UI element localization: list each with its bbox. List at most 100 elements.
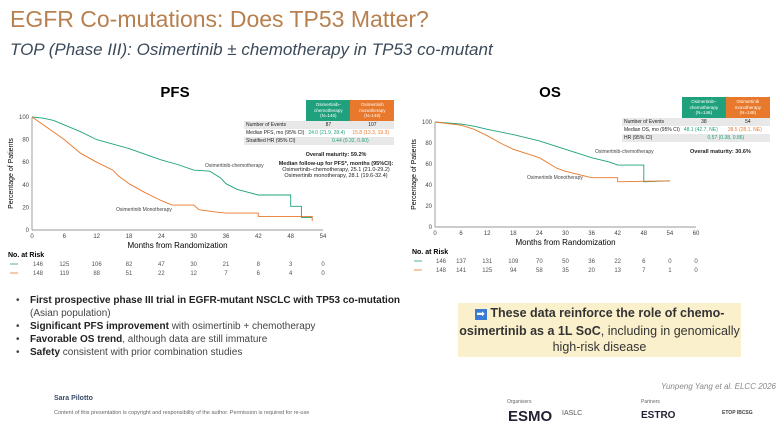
callout-bold: These data reinforce the role of chemo-o… [459, 306, 725, 338]
at-risk-count: 70 [536, 259, 543, 265]
at-risk-count: 146 [436, 259, 447, 265]
y-tick-label: 40 [425, 183, 432, 189]
at-risk-count: 20 [588, 268, 595, 274]
os-header-mono: Osimertinib monotherapy (N=148) [725, 97, 770, 118]
km-curve-chemo [31, 116, 313, 219]
at-risk-count: 0 [694, 259, 698, 265]
y-tick-label: 100 [19, 115, 30, 121]
at-risk-count: 137 [456, 259, 467, 265]
os-summary-table: Osimertinib–chemotherapy (N=146) Osimerti… [622, 97, 770, 142]
x-tick-label: 6 [459, 231, 463, 237]
x-tick-label: 12 [93, 234, 100, 240]
cell: 54 [725, 117, 770, 126]
at-risk-count: 148 [33, 271, 44, 277]
copyright-notice: Content of this presentation is copyrigh… [54, 410, 310, 416]
y-axis-label: Percentage of Patients [8, 138, 15, 209]
x-tick-label: 48 [640, 231, 647, 237]
cell: 0.57 (0.38, 0.86) [681, 133, 770, 142]
at-risk-count: 0 [321, 262, 325, 268]
y-axis-label: Percentage of Patients [411, 139, 418, 210]
at-risk-count: 131 [482, 259, 493, 265]
os-maturity: Overall maturity: 30.6% [690, 149, 751, 155]
at-risk-count: 30 [190, 262, 197, 268]
estro-logo: ESTRO [641, 410, 676, 421]
x-tick-label: 0 [433, 231, 437, 237]
cell: 24.0 (21.9, 28.4) [308, 129, 346, 136]
conclusion-callout: ➡ These data reinforce the role of chemo… [458, 303, 741, 357]
cell: HR (95% CI) [622, 133, 682, 142]
author-name: Sara Pilotto [54, 395, 93, 402]
at-risk-count: 8 [257, 262, 261, 268]
pfs-followup-title: Median follow-up for PFS*, months (95%CI… [278, 161, 394, 167]
os-header-chemo: Osimertinib–chemotherapy (N=146) [681, 97, 726, 118]
y-tick-label: 0 [429, 225, 433, 231]
pfs-summary-table: Osimertinib–chemotherapy (N=146) Osimerti… [244, 100, 395, 145]
cell: 38 [681, 117, 726, 126]
at-risk-count: 22 [614, 259, 621, 265]
at-risk-count: 88 [93, 271, 100, 277]
x-tick-label: 24 [536, 231, 543, 237]
pfs-notes: Overall maturity: 59.2% Median follow-up… [276, 152, 396, 179]
at-risk-count: 7 [224, 271, 228, 277]
at-risk-count: 22 [158, 271, 165, 277]
cell: 15.8 (13.3, 19.3) [352, 129, 390, 136]
at-risk-count: 0 [694, 268, 698, 274]
pfs-followup-chemo: Osimertinib–chemotherapy, 25.1 (21.0-29.… [282, 167, 390, 173]
y-tick-label: 100 [422, 120, 433, 126]
bullet-1: First prospective phase III trial in EGF… [12, 294, 452, 307]
bullet-2: Significant PFS improvement with osimert… [12, 320, 452, 333]
at-risk-count: 0 [668, 259, 672, 265]
key-points-list: First prospective phase III trial in EGF… [12, 294, 452, 359]
y-tick-label: 60 [22, 160, 29, 166]
at-risk-count: 82 [126, 262, 133, 268]
at-risk-count: 50 [562, 259, 569, 265]
curve-label: Osimertinib Monotherapy [527, 175, 583, 181]
at-risk-count: 36 [588, 259, 595, 265]
pfs-chart-title: PFS [160, 84, 189, 101]
at-risk-count: 35 [562, 268, 569, 274]
km-curve-mono [434, 121, 670, 183]
callout-rest: , including in genomically high-risk dis… [552, 324, 740, 354]
os-chart-title: OS [539, 84, 561, 101]
cell: 107 [350, 120, 395, 129]
esmo-logo: ESMO [508, 408, 553, 425]
x-tick-label: 30 [562, 231, 569, 237]
pfs-maturity: Overall maturity: 59.2% [305, 152, 367, 158]
x-tick-label: 48 [287, 234, 294, 240]
at-risk-count: 6 [257, 271, 261, 277]
x-axis-label: Months from Randomization [127, 241, 227, 250]
at-risk-count: 6 [642, 259, 646, 265]
x-tick-label: 54 [320, 234, 327, 240]
at-risk-count: 125 [482, 268, 493, 274]
cell: Stratified HR (95% CI) [244, 136, 307, 145]
etop-ibcsg-logo: ETOP IBCSG [722, 410, 753, 416]
x-tick-label: 12 [484, 231, 491, 237]
at-risk-count: 94 [510, 268, 517, 274]
y-tick-label: 20 [425, 204, 432, 210]
bullet-1-cont: (Asian population) [30, 308, 111, 319]
x-tick-label: 42 [614, 231, 621, 237]
y-tick-label: 40 [22, 183, 29, 189]
y-tick-label: 60 [425, 162, 432, 168]
at-risk-count: 125 [59, 262, 70, 268]
x-tick-label: 36 [588, 231, 595, 237]
at-risk-count: 12 [190, 271, 197, 277]
at-risk-count: 7 [642, 268, 646, 274]
x-tick-label: 54 [667, 231, 674, 237]
y-tick-label: 80 [425, 141, 432, 147]
at-risk-count: 0 [321, 271, 325, 277]
km-curve-mono [31, 116, 313, 221]
cell: Median OS, mo (95% CI) [624, 126, 680, 133]
bullet-3: Favorable OS trend, although data are st… [12, 333, 452, 346]
partners-label: Partners [641, 399, 660, 405]
cell: Median PFS, mo (95% CI) [246, 129, 305, 136]
y-tick-label: 20 [22, 205, 29, 211]
x-tick-label: 24 [158, 234, 165, 240]
x-axis-label: Months from Randomization [515, 238, 615, 247]
x-tick-label: 6 [63, 234, 67, 240]
curve-label: Osimertinib-chemotherapy [205, 163, 264, 169]
x-tick-label: 60 [693, 231, 700, 237]
cell: 38.5 (28.1, NE) [727, 126, 762, 133]
y-tick-label: 0 [26, 228, 30, 234]
cell: Number of Events [622, 117, 682, 126]
